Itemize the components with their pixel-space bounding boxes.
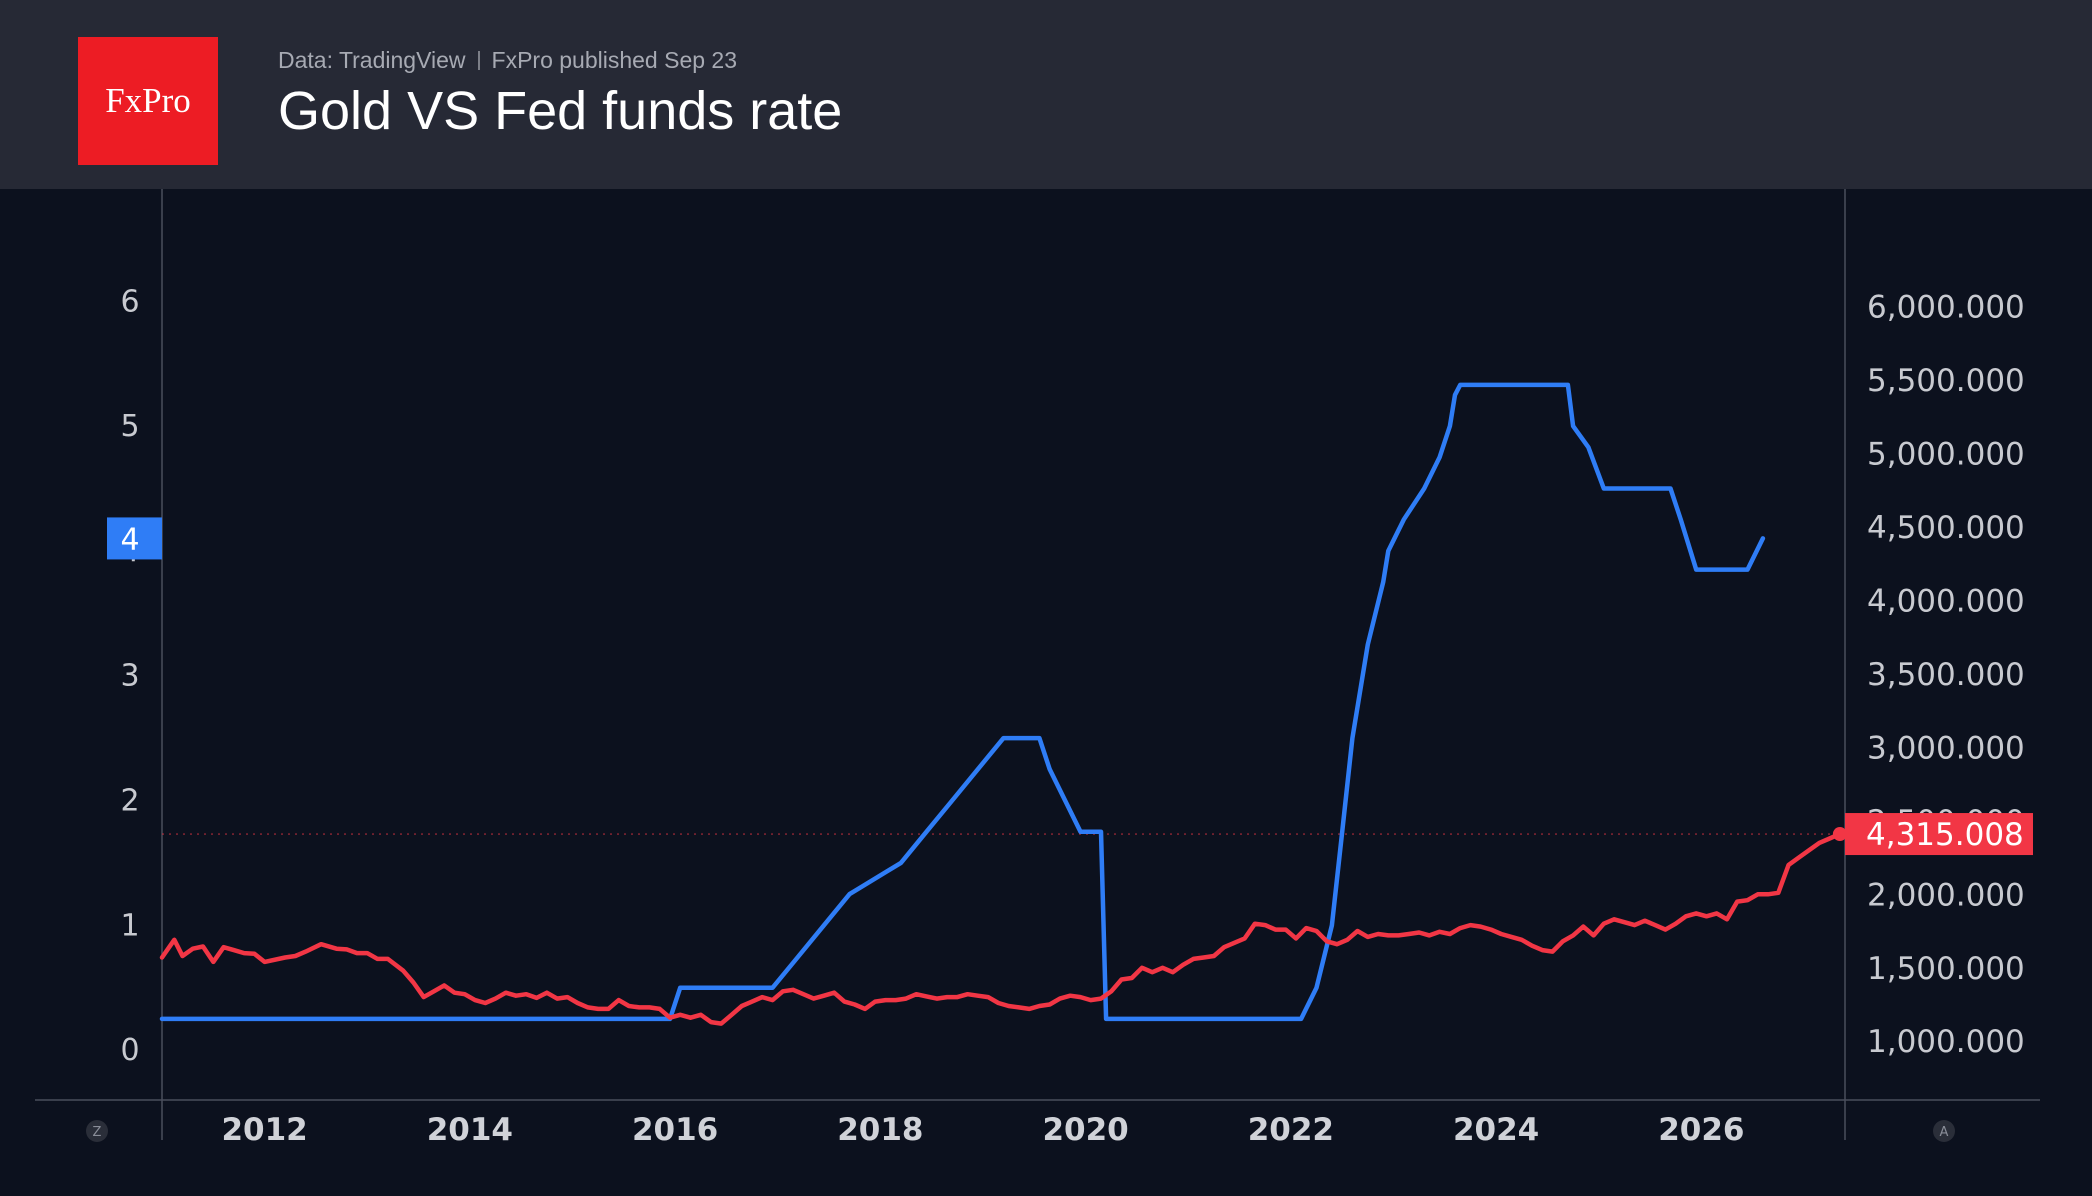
- left-tick-label: 5: [120, 409, 139, 444]
- chart-title: Gold VS Fed funds rate: [278, 81, 843, 141]
- last-value-label: 4,315.008: [1866, 817, 2024, 853]
- gold-last-point: [1832, 827, 1847, 842]
- meta-separator: [477, 51, 480, 70]
- x-tick-label: 2020: [1042, 1112, 1128, 1148]
- left-marker-badge: [107, 517, 162, 560]
- x-tick-label: 2012: [221, 1112, 307, 1148]
- right-tick-label: 2,000.000: [1867, 877, 2025, 913]
- fed-funds-rate-line: [159, 382, 1766, 1022]
- right-tick-label: 5,500.000: [1867, 363, 2025, 399]
- right-tick-label: 1,500.000: [1867, 951, 2025, 987]
- header-bar: FxPro Data: TradingView FxPro published …: [0, 0, 2092, 189]
- left-tick-label: 0: [120, 1033, 139, 1068]
- zoom-toggle-button[interactable]: [86, 1120, 108, 1142]
- right-tick-label: 5,000.000: [1867, 436, 2025, 472]
- x-tick-label: 2022: [1248, 1112, 1334, 1148]
- data-source: Data: TradingView: [278, 47, 466, 73]
- zoom-toggle-label: Z: [93, 1125, 102, 1140]
- left-marker-label: 4: [120, 522, 139, 557]
- auto-scale-button[interactable]: [1933, 1120, 1955, 1142]
- right-tick-label: 4,000.000: [1867, 583, 2025, 619]
- fxpro-logo: FxPro: [78, 37, 218, 165]
- right-tick-label: 4,500.000: [1867, 510, 2025, 546]
- auto-scale-label: A: [1940, 1125, 1949, 1140]
- gold-vs-fed-chart: 01234561,000.0001,500.0002,000.0002,500.…: [35, 189, 2040, 1148]
- x-tick-label: 2024: [1453, 1112, 1539, 1148]
- published-date: FxPro published Sep 23: [491, 47, 738, 73]
- x-tick-label: 2018: [837, 1112, 923, 1148]
- x-tick-label: 2026: [1658, 1112, 1744, 1148]
- right-tick-label: 1,000.000: [1867, 1024, 2025, 1060]
- right-tick-label: 6,000.000: [1867, 290, 2025, 326]
- gold-price-line: [159, 831, 1843, 1026]
- last-value-badge: [1845, 813, 2033, 856]
- left-tick-label: 2: [120, 783, 139, 818]
- left-tick-label: 1: [120, 908, 139, 943]
- x-tick-label: 2014: [427, 1112, 513, 1148]
- x-tick-label: 2016: [632, 1112, 718, 1148]
- left-tick-label: 3: [120, 659, 139, 694]
- right-tick-label: 3,500.000: [1867, 657, 2025, 693]
- chart-meta: Data: TradingView FxPro published Sep 23: [278, 47, 737, 74]
- left-tick-label: 6: [120, 284, 139, 319]
- right-tick-label: 3,000.000: [1867, 730, 2025, 766]
